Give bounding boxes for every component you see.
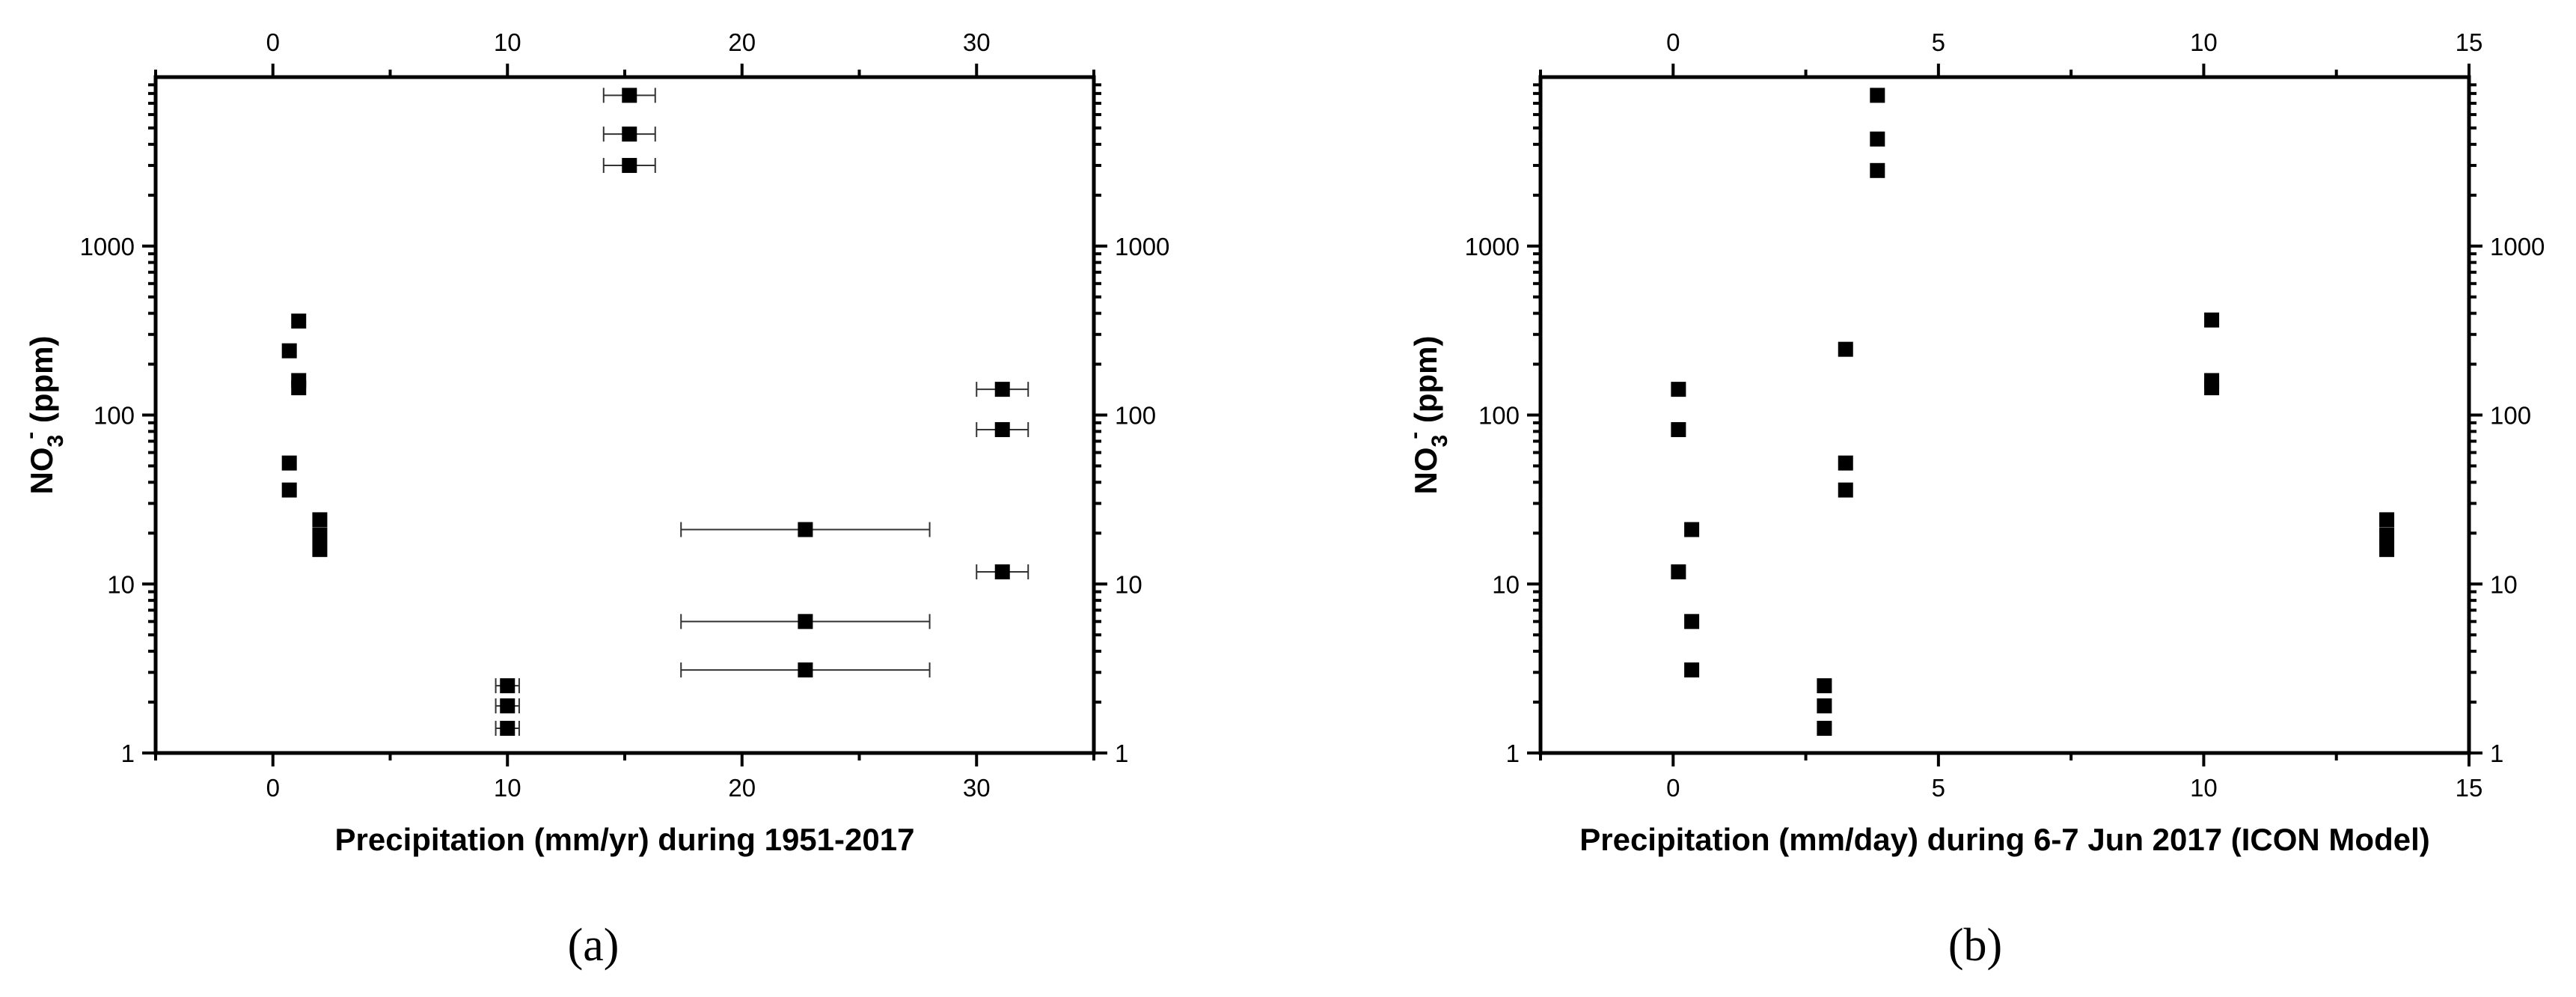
y-tick-label-right: 10 — [2490, 570, 2518, 598]
data-point — [2379, 512, 2395, 528]
y-axis-label-tail: (ppm) — [1408, 336, 1443, 432]
x-tick-label-top: 10 — [2190, 28, 2218, 56]
y-tick-label-left: 10 — [1492, 570, 1520, 598]
y-tick-label-left: 1 — [1506, 740, 1520, 767]
data-point — [1838, 341, 1853, 357]
panel-a: 0 0 10 10 20 20 30 30 1 1 10 10 100 100 1000 1000 Precip… — [18, 28, 1169, 971]
data-point — [1870, 88, 1885, 103]
y-tick-label-right: 1000 — [2490, 233, 2545, 260]
y-tick-label-right: 1 — [2490, 740, 2503, 767]
data-point — [1870, 131, 1885, 147]
y-tick-label-left: 1 — [121, 740, 135, 767]
data-point — [312, 527, 328, 543]
x-axis-label: Precipitation (mm/yr) during 1951-2017 — [335, 822, 915, 857]
x-tick-label-top: 30 — [963, 28, 991, 56]
data-point — [1838, 455, 1853, 471]
data-point — [1838, 482, 1853, 498]
data-point — [2204, 312, 2220, 328]
plot-frame — [1538, 75, 2471, 755]
x-tick-label-bottom: 10 — [494, 774, 521, 802]
data-point — [291, 380, 307, 396]
data-point — [1671, 564, 1686, 580]
y-tick-label-left: 1000 — [1465, 233, 1520, 260]
x-tick-label-bottom: 0 — [266, 774, 280, 802]
panel-label: (a) — [568, 920, 619, 971]
y-axis-label-main: NO — [1408, 447, 1443, 494]
panel-b: 0 0 5 5 10 10 15 15 1 1 10 10 100 100 1000 1000 Precipit… — [1402, 28, 2545, 971]
x-tick-label-bottom: 30 — [963, 774, 991, 802]
data-point — [291, 313, 307, 329]
data-point — [994, 382, 1010, 397]
x-axis-label: Precipitation (mm/day) during 6-7 Jun 20… — [1579, 822, 2430, 857]
x-tick-label-bottom: 15 — [2456, 774, 2483, 802]
x-tick-label-top: 5 — [1932, 28, 1945, 56]
data-point — [1817, 721, 1832, 737]
x-tick-label-top: 0 — [266, 28, 280, 56]
y-axis-label-sup: - — [1402, 432, 1427, 439]
data-point — [622, 158, 637, 174]
y-tick-label-left: 1000 — [80, 233, 135, 260]
y-tick-label-left: 100 — [94, 402, 135, 430]
y-tick-label-left: 100 — [1478, 402, 1520, 430]
data-point — [1817, 678, 1832, 694]
y-axis-label-sub: 3 — [1428, 435, 1452, 448]
data-point — [500, 698, 515, 714]
data-point — [312, 542, 328, 558]
data-point — [622, 126, 637, 142]
data-point — [798, 662, 813, 678]
data-point — [622, 88, 637, 103]
data-point — [798, 614, 813, 629]
data-point — [2379, 542, 2395, 558]
data-point — [312, 512, 328, 528]
data-point — [1671, 421, 1686, 437]
data-point — [994, 564, 1010, 580]
y-tick-label-right: 1 — [1115, 740, 1128, 767]
y-axis-label: NO3- (ppm) — [1402, 336, 1452, 495]
y-axis-label: NO3- (ppm) — [18, 336, 68, 495]
x-tick-label-top: 15 — [2456, 28, 2483, 56]
y-tick-label-left: 10 — [107, 570, 135, 598]
x-tick-label-top: 20 — [728, 28, 756, 56]
x-tick-label-top: 0 — [1666, 28, 1680, 56]
y-tick-label-right: 1000 — [1115, 233, 1169, 260]
data-point — [281, 455, 297, 471]
plot-frame — [153, 75, 1096, 755]
y-tick-label-right: 10 — [1115, 570, 1142, 598]
data-point — [1817, 698, 1832, 714]
data-point — [1684, 522, 1700, 537]
x-tick-label-top: 10 — [494, 28, 521, 56]
data-point — [500, 678, 515, 694]
y-axis-label-sup: - — [18, 432, 43, 439]
data-point — [1684, 614, 1700, 629]
x-tick-label-bottom: 0 — [1666, 774, 1680, 802]
y-axis-label-sub: 3 — [43, 435, 68, 448]
y-tick-label-right: 100 — [2490, 402, 2531, 430]
data-point — [994, 421, 1010, 437]
x-tick-label-bottom: 20 — [728, 774, 756, 802]
panel-label: (b) — [1948, 920, 2002, 971]
data-point — [281, 343, 297, 359]
data-point — [1870, 162, 1885, 178]
data-point — [1671, 382, 1686, 397]
data-point — [798, 522, 813, 537]
data-point — [281, 482, 297, 498]
x-tick-label-bottom: 5 — [1932, 774, 1945, 802]
data-point — [2204, 380, 2220, 396]
y-axis-label-main: NO — [24, 447, 59, 494]
data-point — [2379, 527, 2395, 543]
data-point — [500, 721, 515, 737]
x-tick-label-bottom: 10 — [2190, 774, 2218, 802]
y-tick-label-right: 100 — [1115, 402, 1156, 430]
y-axis-label-tail: (ppm) — [24, 336, 59, 432]
data-point — [1684, 662, 1700, 678]
